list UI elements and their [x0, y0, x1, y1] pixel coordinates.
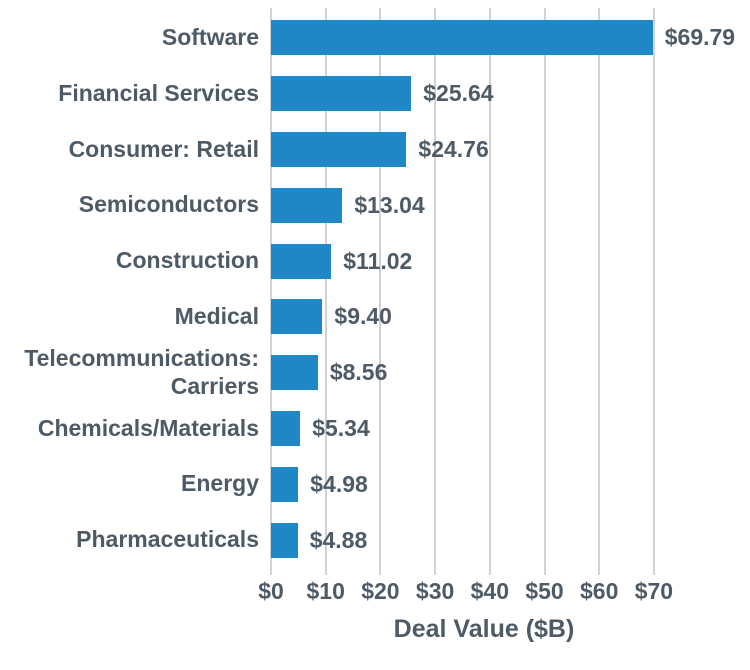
value-label: $8.56: [329, 359, 388, 386]
value-label: $5.34: [312, 414, 370, 441]
category-label: Medical: [174, 303, 259, 330]
category-label: Construction: [115, 247, 259, 274]
bar: [271, 410, 301, 446]
bar-area: $4.98: [271, 456, 750, 512]
bar-area: $11.02: [271, 233, 750, 289]
x-tick-label: $0: [258, 578, 284, 604]
bar-area: $25.64: [271, 66, 750, 122]
x-tick-mark: [324, 568, 327, 575]
x-tick-mark: [270, 568, 272, 575]
x-tick-label: $50: [525, 578, 564, 604]
category-label: Software: [161, 24, 259, 51]
x-axis: $0 $10 $20 $30 $40 $50 $60 $70: [258, 568, 750, 613]
bar-area: $4.88: [271, 512, 750, 568]
chart-row: Chemicals/Materials $5.34: [0, 401, 750, 457]
chart-row: Medical $9.40: [0, 289, 750, 345]
chart-row: Telecommunications: Carriers $8.56: [0, 345, 750, 401]
bar: [271, 131, 407, 167]
value-label: $25.64: [423, 80, 494, 107]
value-label: $24.76: [418, 135, 489, 162]
bar-area: $24.76: [271, 122, 750, 178]
x-tick-mark: [434, 568, 437, 575]
chart-row: Pharmaceuticals $4.88: [0, 512, 750, 568]
x-tick-mark: [488, 568, 491, 575]
value-label: $13.04: [354, 191, 425, 218]
bar-area: $69.79: [271, 10, 750, 66]
bar: [271, 522, 298, 558]
bar-area: $13.04: [271, 177, 750, 233]
category-label: Semiconductors: [78, 191, 259, 218]
bar: [271, 187, 343, 223]
x-tick-mark: [543, 568, 546, 575]
value-label: $69.79: [664, 24, 736, 51]
value-label: $4.88: [309, 526, 368, 553]
category-label: Chemicals/Materials: [37, 414, 259, 441]
category-label: Financial Services: [58, 79, 259, 106]
bar-area: $5.34: [271, 401, 750, 457]
chart-rows: Software $69.79 Financial Services $25.64 Co…: [0, 10, 750, 568]
bar-area: $8.56: [271, 345, 750, 401]
value-label: $9.40: [334, 303, 392, 330]
x-tick-label: $70: [634, 578, 674, 604]
x-axis-title: Deal Value ($B): [393, 615, 575, 643]
chart-row: Construction $11.02: [0, 233, 750, 289]
category-label: Energy: [181, 470, 259, 497]
chart-row: Energy $4.98: [0, 456, 750, 512]
category-label: Telecommunications: Carriers: [24, 345, 259, 399]
chart-row: Consumer: Retail $24.76: [0, 122, 750, 178]
bar: [271, 355, 318, 391]
chart-row: Financial Services $25.64: [0, 66, 750, 122]
x-tick-mark: [379, 568, 382, 575]
bar: [271, 76, 412, 112]
chart-row: Software $69.79: [0, 10, 750, 66]
bar-area: $9.40: [271, 289, 750, 345]
x-tick-label: $40: [470, 578, 509, 604]
category-label: Consumer: Retail: [68, 135, 259, 162]
value-label: $4.98: [310, 470, 368, 497]
x-tick-label: $10: [306, 578, 345, 604]
bar: [271, 243, 332, 279]
x-tick-label: $20: [361, 578, 400, 604]
bar: [271, 466, 299, 502]
x-tick-label: $60: [580, 578, 619, 604]
value-label: $11.02: [343, 247, 413, 274]
bar: [271, 299, 323, 335]
x-tick-mark: [652, 568, 655, 575]
bar: [271, 20, 653, 56]
category-label: Pharmaceuticals: [76, 526, 259, 553]
x-tick-mark: [598, 568, 601, 575]
chart-row: Semiconductors $13.04: [0, 177, 750, 233]
x-tick-label: $30: [415, 578, 455, 604]
